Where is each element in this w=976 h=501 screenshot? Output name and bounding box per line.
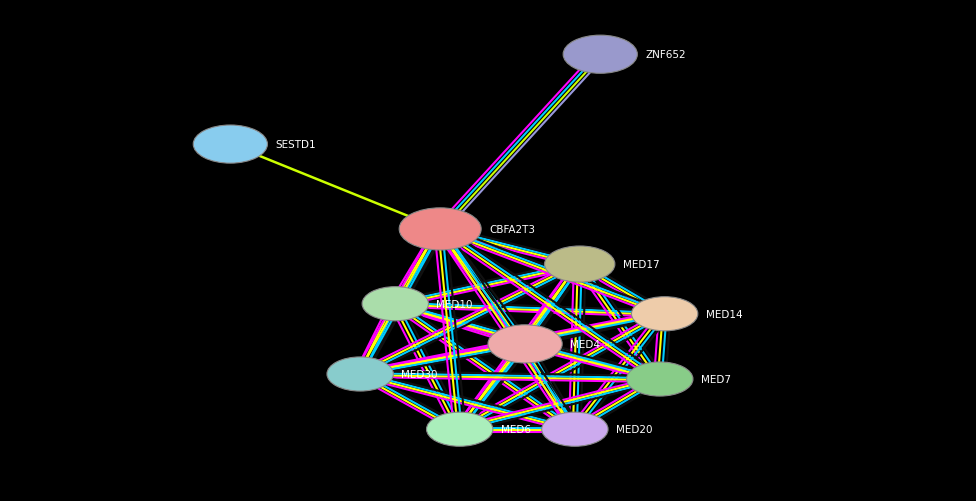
Text: MED20: MED20 [616, 424, 652, 434]
Text: MED6: MED6 [501, 424, 531, 434]
Text: SESTD1: SESTD1 [275, 140, 316, 150]
Circle shape [399, 208, 481, 250]
Circle shape [193, 126, 267, 164]
Text: MED7: MED7 [701, 374, 731, 384]
Text: MED4: MED4 [570, 339, 600, 349]
Text: ZNF652: ZNF652 [645, 50, 686, 60]
Circle shape [542, 412, 608, 446]
Circle shape [563, 36, 637, 74]
Circle shape [631, 297, 698, 331]
Text: MED30: MED30 [401, 369, 437, 379]
Circle shape [427, 412, 493, 446]
Circle shape [362, 287, 428, 321]
Text: CBFA2T3: CBFA2T3 [489, 224, 535, 234]
Text: MED17: MED17 [623, 260, 660, 270]
Text: MED14: MED14 [706, 309, 743, 319]
Circle shape [627, 362, 693, 396]
Circle shape [488, 325, 562, 363]
Circle shape [545, 246, 615, 283]
Text: MED10: MED10 [436, 299, 472, 309]
Circle shape [327, 357, 393, 391]
